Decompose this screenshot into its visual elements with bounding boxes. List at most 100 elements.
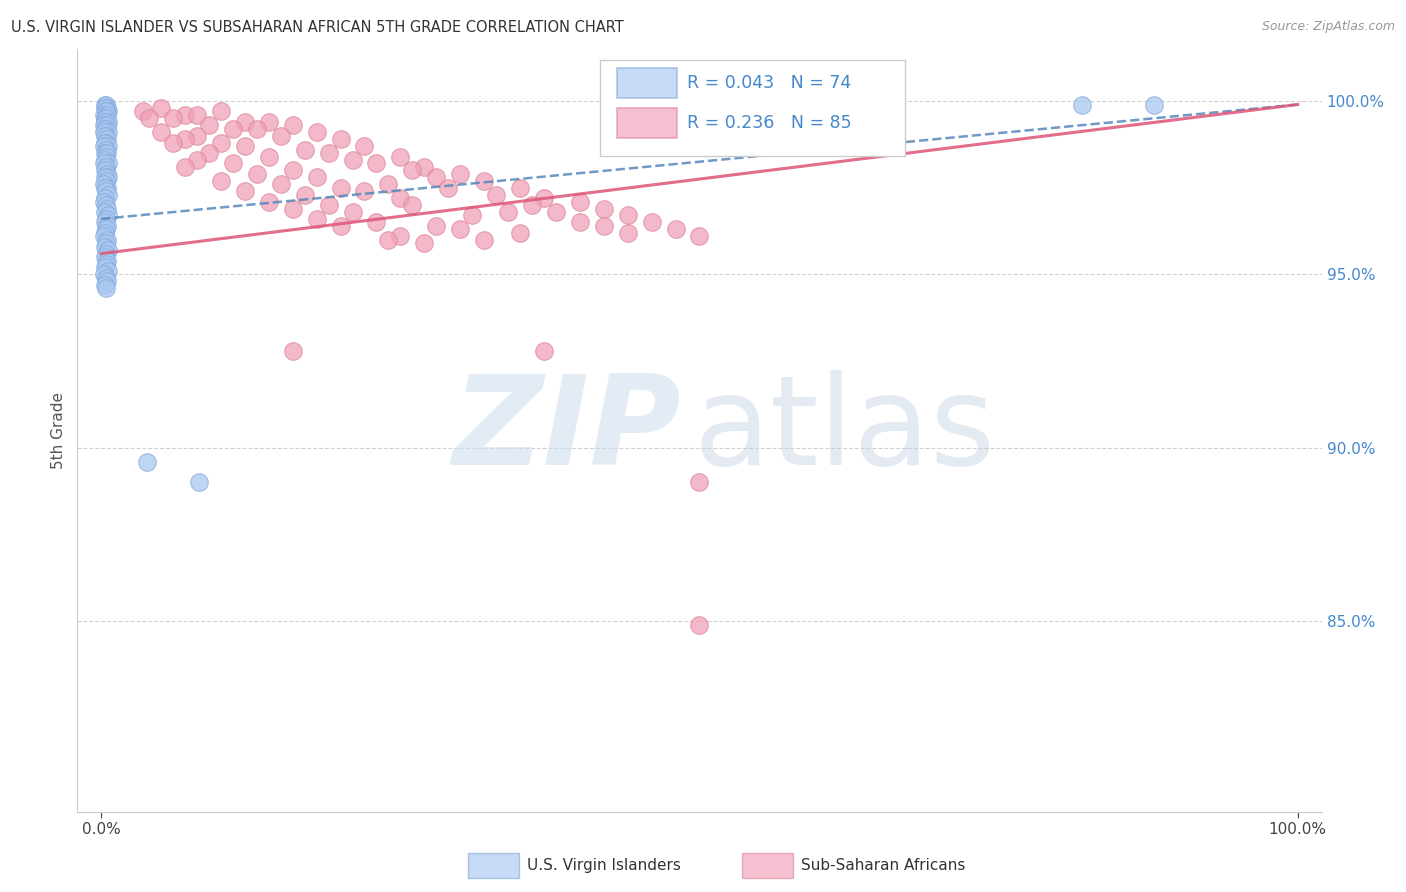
Point xyxy=(233,139,256,153)
Point xyxy=(97,125,120,139)
Point xyxy=(257,194,280,209)
FancyBboxPatch shape xyxy=(742,853,793,878)
Point xyxy=(485,187,508,202)
Point xyxy=(94,257,117,271)
Text: Sub-Saharan Africans: Sub-Saharan Africans xyxy=(801,858,966,872)
Point xyxy=(97,243,120,257)
Point xyxy=(294,187,316,202)
Point xyxy=(389,229,412,244)
Point xyxy=(94,270,117,285)
Point xyxy=(96,253,118,268)
Text: U.S. VIRGIN ISLANDER VS SUBSAHARAN AFRICAN 5TH GRADE CORRELATION CHART: U.S. VIRGIN ISLANDER VS SUBSAHARAN AFRIC… xyxy=(11,20,624,35)
Point xyxy=(318,198,340,212)
Point xyxy=(94,143,117,157)
Point xyxy=(472,174,495,188)
Point xyxy=(329,219,352,233)
Point xyxy=(568,215,591,229)
Y-axis label: 5th Grade: 5th Grade xyxy=(51,392,66,469)
Point xyxy=(97,170,120,185)
Point xyxy=(94,104,117,119)
Point xyxy=(94,180,117,194)
Point xyxy=(270,178,292,192)
Point xyxy=(94,260,117,275)
Point xyxy=(509,226,531,240)
Point xyxy=(198,118,221,132)
Point xyxy=(366,156,388,170)
Point xyxy=(93,194,115,209)
Text: ZIP: ZIP xyxy=(453,370,681,491)
Point xyxy=(94,174,117,188)
Point xyxy=(257,115,280,129)
Point xyxy=(616,226,638,240)
Point xyxy=(94,222,117,236)
Point xyxy=(94,211,117,226)
Point xyxy=(329,132,352,146)
Point xyxy=(257,149,280,163)
Point xyxy=(592,219,614,233)
Point xyxy=(198,146,221,161)
Point xyxy=(377,233,399,247)
Point xyxy=(93,268,115,282)
Point xyxy=(150,101,173,115)
Point xyxy=(132,104,155,119)
Point xyxy=(94,112,117,126)
Point xyxy=(94,191,117,205)
Point xyxy=(281,343,304,358)
Point xyxy=(96,202,118,216)
Point xyxy=(97,209,120,223)
Point xyxy=(366,215,388,229)
Point xyxy=(96,180,118,194)
Point xyxy=(568,194,591,209)
Point xyxy=(233,184,256,198)
Point xyxy=(94,97,117,112)
Point xyxy=(305,211,328,226)
Text: R = 0.236   N = 85: R = 0.236 N = 85 xyxy=(688,114,852,132)
Point xyxy=(186,153,208,167)
Point xyxy=(93,139,115,153)
Point xyxy=(689,229,711,244)
FancyBboxPatch shape xyxy=(617,68,678,98)
Text: atlas: atlas xyxy=(693,370,995,491)
Point xyxy=(353,184,375,198)
Point xyxy=(94,205,117,219)
Point xyxy=(94,112,117,126)
Point xyxy=(186,108,208,122)
Point xyxy=(96,132,118,146)
Point xyxy=(664,222,686,236)
Point xyxy=(294,143,316,157)
Point xyxy=(94,240,117,254)
Point xyxy=(1071,97,1094,112)
Point xyxy=(544,205,567,219)
Point xyxy=(389,149,412,163)
Point xyxy=(96,118,118,132)
Point xyxy=(94,97,117,112)
Point xyxy=(413,236,436,251)
Point xyxy=(689,475,711,490)
Point xyxy=(461,209,484,223)
Text: U.S. Virgin Islanders: U.S. Virgin Islanders xyxy=(527,858,681,872)
Point xyxy=(93,118,115,132)
Point xyxy=(616,209,638,223)
Point xyxy=(533,343,555,358)
Point xyxy=(94,146,117,161)
Point xyxy=(94,246,117,260)
Point xyxy=(97,264,120,278)
Point xyxy=(94,121,117,136)
Point xyxy=(97,115,120,129)
Point xyxy=(96,108,118,122)
Point xyxy=(96,219,118,233)
Point xyxy=(135,454,157,468)
Point xyxy=(389,191,412,205)
Point xyxy=(425,219,447,233)
Point xyxy=(96,146,118,161)
Point xyxy=(425,170,447,185)
Point xyxy=(270,128,292,143)
Point xyxy=(281,202,304,216)
Point xyxy=(233,115,256,129)
Point xyxy=(94,236,117,251)
Point xyxy=(97,187,120,202)
Point xyxy=(449,167,471,181)
Point xyxy=(186,128,208,143)
Point xyxy=(449,222,471,236)
Point xyxy=(94,128,117,143)
